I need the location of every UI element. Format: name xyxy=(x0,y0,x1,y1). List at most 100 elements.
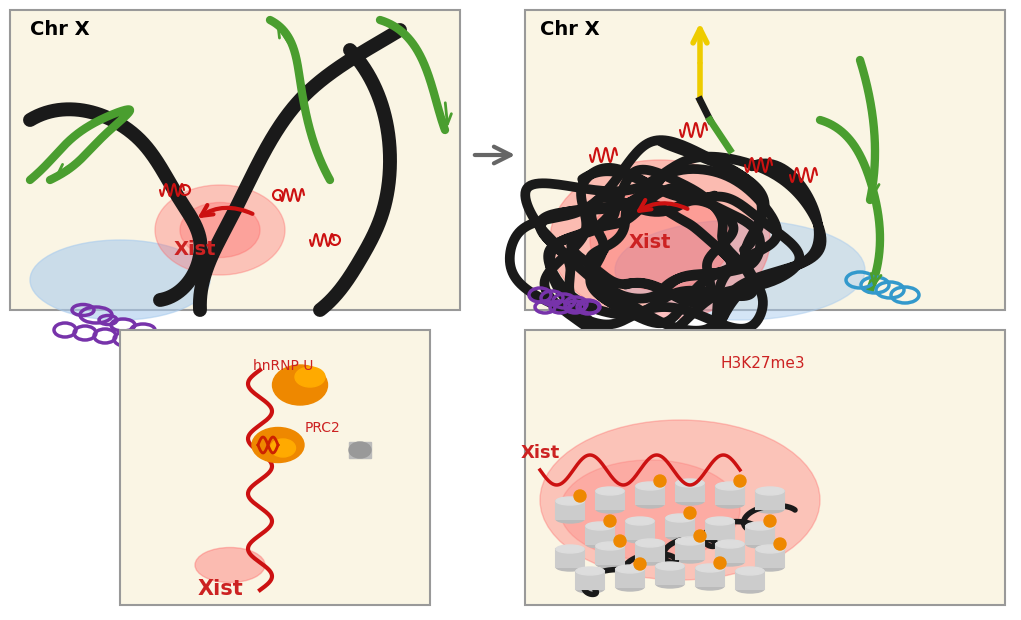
Ellipse shape xyxy=(676,497,704,505)
Text: Xist: Xist xyxy=(174,240,216,259)
Circle shape xyxy=(694,530,706,542)
Bar xyxy=(120,330,430,605)
Bar xyxy=(626,521,654,539)
Ellipse shape xyxy=(636,539,664,547)
Ellipse shape xyxy=(596,505,624,513)
Bar xyxy=(636,543,664,561)
Ellipse shape xyxy=(706,517,734,525)
Ellipse shape xyxy=(576,585,604,593)
Bar xyxy=(756,491,784,509)
Ellipse shape xyxy=(556,497,584,505)
Bar xyxy=(596,546,624,564)
Ellipse shape xyxy=(626,517,654,525)
Ellipse shape xyxy=(616,565,644,573)
Circle shape xyxy=(604,515,616,527)
Ellipse shape xyxy=(736,567,764,575)
Bar xyxy=(716,544,744,562)
Ellipse shape xyxy=(676,537,704,545)
Ellipse shape xyxy=(616,583,644,591)
Ellipse shape xyxy=(30,240,210,320)
Ellipse shape xyxy=(736,585,764,593)
Ellipse shape xyxy=(180,203,260,257)
Ellipse shape xyxy=(560,460,740,560)
Text: Xist: Xist xyxy=(629,233,671,252)
Text: Xist: Xist xyxy=(521,444,560,462)
Ellipse shape xyxy=(716,482,744,490)
Bar xyxy=(716,486,744,504)
Ellipse shape xyxy=(556,545,584,553)
Ellipse shape xyxy=(596,487,624,495)
Bar xyxy=(676,541,704,559)
Ellipse shape xyxy=(556,515,584,523)
Text: Chr X: Chr X xyxy=(540,20,599,39)
Ellipse shape xyxy=(540,420,820,580)
Ellipse shape xyxy=(295,367,325,387)
Bar xyxy=(666,518,694,536)
Text: PRC2: PRC2 xyxy=(305,421,341,435)
Ellipse shape xyxy=(756,545,784,553)
Ellipse shape xyxy=(596,542,624,550)
Circle shape xyxy=(734,475,746,487)
Ellipse shape xyxy=(626,535,654,543)
Bar xyxy=(525,10,1005,310)
Ellipse shape xyxy=(666,514,694,522)
Bar xyxy=(696,568,724,586)
Circle shape xyxy=(614,535,626,547)
Ellipse shape xyxy=(155,185,285,275)
Circle shape xyxy=(684,507,696,519)
Ellipse shape xyxy=(349,442,371,458)
Circle shape xyxy=(634,558,646,570)
Text: Chr X: Chr X xyxy=(30,20,90,39)
Ellipse shape xyxy=(636,557,664,565)
Bar xyxy=(349,442,371,458)
Ellipse shape xyxy=(756,487,784,495)
Bar xyxy=(596,491,624,509)
Bar xyxy=(10,10,460,310)
Bar xyxy=(756,549,784,567)
Ellipse shape xyxy=(676,479,704,487)
Bar xyxy=(676,483,704,501)
Ellipse shape xyxy=(273,365,328,405)
Circle shape xyxy=(714,557,726,569)
Circle shape xyxy=(774,538,786,550)
Ellipse shape xyxy=(636,500,664,508)
Text: hnRNP U: hnRNP U xyxy=(253,359,313,373)
Ellipse shape xyxy=(586,522,614,530)
Ellipse shape xyxy=(590,190,730,290)
Ellipse shape xyxy=(676,555,704,563)
Bar xyxy=(556,501,584,519)
Bar xyxy=(556,549,584,567)
Ellipse shape xyxy=(615,220,865,320)
Circle shape xyxy=(574,490,586,502)
Bar xyxy=(746,526,774,544)
Circle shape xyxy=(764,515,776,527)
Ellipse shape xyxy=(556,563,584,571)
Ellipse shape xyxy=(756,563,784,571)
Ellipse shape xyxy=(195,547,265,583)
Ellipse shape xyxy=(696,582,724,590)
Ellipse shape xyxy=(550,160,770,320)
Ellipse shape xyxy=(596,560,624,568)
Ellipse shape xyxy=(746,522,774,530)
Bar xyxy=(616,569,644,587)
Ellipse shape xyxy=(271,439,295,457)
Ellipse shape xyxy=(706,535,734,543)
Ellipse shape xyxy=(666,532,694,540)
Ellipse shape xyxy=(252,428,304,463)
Bar xyxy=(525,330,1005,605)
Bar xyxy=(636,486,664,504)
Text: Xist: Xist xyxy=(197,579,243,599)
Ellipse shape xyxy=(586,540,614,548)
Ellipse shape xyxy=(716,558,744,566)
Ellipse shape xyxy=(576,567,604,575)
Ellipse shape xyxy=(696,564,724,572)
Ellipse shape xyxy=(756,505,784,513)
Ellipse shape xyxy=(636,482,664,490)
Bar xyxy=(706,521,734,539)
Ellipse shape xyxy=(716,500,744,508)
Ellipse shape xyxy=(716,540,744,548)
Bar xyxy=(657,566,684,584)
Bar xyxy=(736,571,764,589)
Circle shape xyxy=(654,475,666,487)
Text: H3K27me3: H3K27me3 xyxy=(720,356,805,371)
